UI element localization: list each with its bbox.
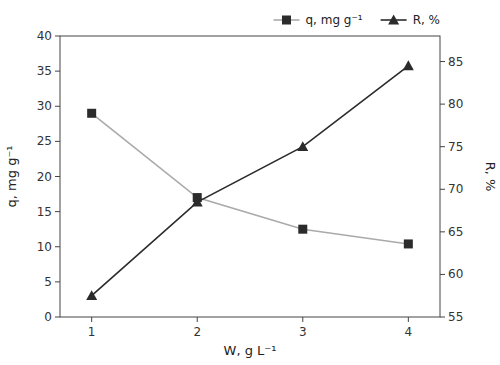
y-tick-label: 25 bbox=[37, 134, 52, 148]
point bbox=[192, 197, 203, 207]
y2-tick bbox=[440, 104, 445, 105]
series-line bbox=[92, 113, 409, 244]
axes: 1234051015202530354055606570758085 bbox=[37, 29, 464, 339]
y-tick bbox=[55, 281, 60, 282]
y-tick-label: 40 bbox=[37, 29, 52, 43]
point bbox=[298, 225, 307, 234]
y2-tick-label: 70 bbox=[448, 182, 463, 196]
y-axis-label: q, mg g⁻¹ bbox=[4, 146, 19, 208]
y2-axis-label: R, % bbox=[483, 162, 498, 192]
y2-tick-label: 65 bbox=[448, 225, 463, 239]
y-tick bbox=[55, 317, 60, 318]
y2-tick bbox=[440, 146, 445, 147]
x-tick bbox=[302, 317, 303, 322]
y2-tick bbox=[440, 231, 445, 232]
y2-tick bbox=[440, 317, 445, 318]
point bbox=[403, 60, 414, 70]
y2-tick-label: 80 bbox=[448, 97, 463, 111]
y2-tick-label: 60 bbox=[448, 267, 463, 281]
series bbox=[87, 109, 413, 249]
y-tick-label: 15 bbox=[37, 205, 52, 219]
legend-marker bbox=[388, 15, 399, 25]
x-tick bbox=[197, 317, 198, 322]
x-tick-label: 3 bbox=[299, 325, 307, 339]
legend-item: R, % bbox=[381, 13, 440, 27]
y-tick bbox=[55, 211, 60, 212]
x-tick bbox=[91, 317, 92, 322]
y-tick bbox=[55, 36, 60, 37]
x-tick-label: 4 bbox=[405, 325, 413, 339]
point bbox=[297, 141, 308, 151]
legend-marker bbox=[282, 16, 291, 25]
point bbox=[86, 290, 97, 300]
y2-tick bbox=[440, 274, 445, 275]
y-tick-label: 30 bbox=[37, 99, 52, 113]
series-line bbox=[92, 66, 409, 296]
chart: 1234051015202530354055606570758085W, g L… bbox=[0, 0, 500, 365]
y-tick bbox=[55, 141, 60, 142]
y-tick bbox=[55, 71, 60, 72]
y-tick-label: 5 bbox=[44, 275, 52, 289]
series bbox=[86, 60, 414, 300]
x-tick bbox=[408, 317, 409, 322]
y2-tick-label: 55 bbox=[448, 310, 463, 324]
y2-tick-label: 85 bbox=[448, 55, 463, 69]
y2-tick bbox=[440, 189, 445, 190]
legend-label: q, mg g⁻¹ bbox=[305, 13, 362, 27]
legend: q, mg g⁻¹ R, % bbox=[273, 13, 440, 27]
legend-item: q, mg g⁻¹ bbox=[273, 13, 362, 27]
y-tick bbox=[55, 246, 60, 247]
y-tick-label: 10 bbox=[37, 240, 52, 254]
x-tick-label: 1 bbox=[88, 325, 96, 339]
y2-tick bbox=[440, 61, 445, 62]
plot-area bbox=[86, 60, 414, 300]
y-tick bbox=[55, 106, 60, 107]
x-axis-label: W, g L⁻¹ bbox=[224, 343, 277, 358]
point bbox=[87, 109, 96, 118]
y-tick-label: 20 bbox=[37, 170, 52, 184]
y-tick-label: 0 bbox=[44, 310, 52, 324]
y-tick-label: 35 bbox=[37, 64, 52, 78]
point bbox=[404, 239, 413, 248]
y2-tick-label: 75 bbox=[448, 140, 463, 154]
y-tick bbox=[55, 176, 60, 177]
plot-frame bbox=[60, 36, 440, 317]
legend-label: R, % bbox=[413, 13, 440, 27]
x-tick-label: 2 bbox=[193, 325, 201, 339]
